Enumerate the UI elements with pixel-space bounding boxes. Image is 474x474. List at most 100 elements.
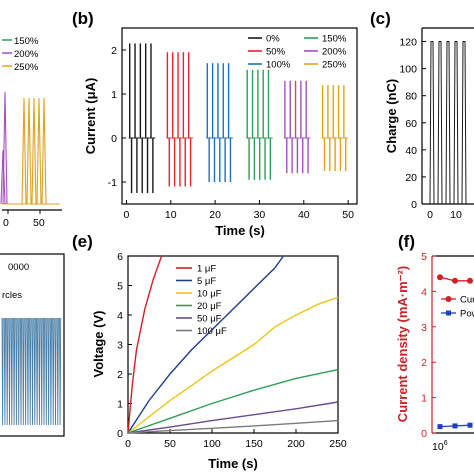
panel-f-ytick-label: 5 (421, 251, 427, 263)
panel-b-ytick-label: -1 (108, 177, 117, 189)
panel-e-xtick-label: 150 (245, 438, 263, 450)
panel-c-peak (429, 41, 435, 205)
panel-c-xtick-label: 10 (450, 209, 462, 221)
panel-e-series-line (127, 296, 339, 434)
panel-c-ticks: 0 20 40 60 80 100 120 0 10 (399, 37, 462, 221)
panel-f-point (452, 423, 458, 429)
panel-f-series (437, 274, 473, 430)
panel-e-series-line (127, 255, 163, 434)
panel-b-legend-label: 50% (266, 47, 286, 58)
panel-b-series (128, 43, 349, 193)
panel-f-point (467, 422, 473, 428)
panel-c-peak (445, 41, 451, 205)
panel-b-frame (121, 27, 358, 205)
panel-b-xtick-label: 0 (124, 209, 130, 221)
panel-b-legend: 0% 50% 100% 150% 200% 250% (248, 34, 347, 71)
panel-a-peak (0, 149, 6, 205)
panel-b-label: (b) (72, 9, 94, 28)
panel-a-peak (41, 97, 47, 205)
panel-e-series-line (127, 419, 339, 434)
panel-e-ytick-label: 6 (117, 251, 123, 263)
panel-e-ylabel: Voltage (V) (91, 311, 106, 378)
panel-b-legend-label: 100% (266, 60, 291, 71)
panel-f-ylabel: Current density (mA·m⁻²) (395, 266, 410, 422)
panel-f-ticks: 0 1 2 3 4 5 (421, 251, 436, 440)
panel-f-legend: Cur Pow (441, 295, 474, 320)
panel-f-ytick-label: 1 (421, 393, 427, 405)
panel-b-ytick-label: 0 (111, 133, 117, 145)
panel-e-xtick-label: 0 (125, 438, 131, 450)
panel-f-chart: 0 1 2 3 4 5 Cur Pow 106 Current density (mA·m⁻… (395, 251, 474, 453)
panel-a-peak (21, 97, 27, 205)
panel-e-xtick-label: 250 (329, 438, 347, 450)
panel-e-legend-label: 20 μF (197, 301, 222, 312)
panel-f-legend-label: Pow (460, 309, 474, 320)
panel-b-ylabel: Current (μA) (83, 78, 98, 155)
panel-f-point (452, 277, 458, 284)
panel-a-peak (2, 91, 8, 205)
panel-c-peak (437, 41, 443, 205)
panel-a-fragment: 0 50 150% 200% 250% (0, 36, 62, 229)
panel-d-waveform (1, 317, 62, 426)
panel-e-xtick-label: 100 (203, 438, 221, 450)
panel-b-xtick-label: 10 (165, 209, 177, 221)
panel-b-xlabel: Time (s) (215, 223, 265, 238)
panel-a-xtick-0: 0 (3, 217, 9, 229)
panel-e-xlabel: Time (s) (208, 456, 258, 471)
panel-f-ytick-label: 2 (421, 357, 427, 369)
panel-e-series-line (127, 255, 284, 434)
panel-a-legend: 150% 200% 250% (2, 36, 39, 73)
panel-b-legend-label: 250% (322, 60, 347, 71)
panel-a-peaks (0, 91, 60, 205)
panel-f-point (437, 274, 443, 281)
panel-f-legend-marker (445, 296, 452, 302)
panel-f-point (467, 277, 473, 284)
panel-c-ylabel: Charge (nC) (384, 79, 399, 153)
panel-b-ytick-label: 1 (111, 89, 117, 101)
panel-a-peak (26, 97, 32, 205)
panel-e-legend-label: 10 μF (197, 289, 222, 300)
panel-e-xtick-label: 50 (164, 438, 176, 450)
panel-e-series-line (127, 368, 339, 434)
panel-a-legend-250: 250% (14, 62, 39, 73)
panel-e-label: (e) (72, 232, 93, 251)
panel-f-point (437, 424, 443, 430)
panel-f-legend-label: Cur (460, 295, 474, 306)
panel-f-ytick-label: 4 (421, 286, 427, 298)
panel-e-series-line (127, 401, 339, 434)
panel-c-ytick-label: 80 (405, 91, 417, 103)
panel-b-xtick-label: 40 (298, 209, 310, 221)
panel-c-peak (461, 41, 467, 205)
panel-a-peak (31, 97, 37, 205)
panel-f-legend-marker (446, 310, 451, 316)
panel-e-series (127, 255, 339, 434)
panel-b-xtick-label: 20 (209, 209, 221, 221)
panel-c-ytick-label: 120 (399, 37, 417, 49)
panel-c-label: (c) (370, 9, 391, 28)
panel-f-ytick-label: 0 (421, 428, 427, 440)
panel-b-legend-label: 0% (266, 34, 280, 45)
panel-c-ytick-label: 60 (405, 118, 417, 130)
panel-b-legend-label: 200% (322, 47, 347, 58)
panel-e-legend-label: 50 μF (197, 314, 222, 325)
panel-e-legend-label: 1 μF (197, 264, 216, 275)
panel-b-xtick-label: 50 (342, 209, 354, 221)
panel-f-xtick-0: 106 (432, 440, 448, 453)
panel-d-wave (1, 317, 62, 426)
panel-c-ytick-label: 100 (399, 64, 417, 76)
panel-e-ytick-label: 3 (117, 340, 123, 352)
panel-e-ticks: 0 50 100 150 200 250 0 1 2 3 4 5 6 (117, 251, 347, 450)
panel-b-ticks: 0 10 20 30 40 50 -1 0 1 2 (108, 45, 354, 221)
panel-e-xtick-label: 200 (287, 438, 305, 450)
panel-b-ytick-label: 2 (111, 45, 117, 57)
panel-e-ytick-label: 1 (117, 399, 123, 411)
panel-b-legend-label: 150% (322, 34, 347, 45)
panel-c-ytick-label: 20 (405, 172, 417, 184)
panel-f-label: (f) (398, 232, 415, 251)
panel-c-ytick-label: 0 (411, 199, 417, 211)
panel-c-chart: 0 20 40 60 80 100 120 0 10 Charge (nC) (384, 27, 474, 221)
panel-a-legend-200: 200% (14, 49, 39, 60)
panel-c-peak (453, 41, 459, 205)
